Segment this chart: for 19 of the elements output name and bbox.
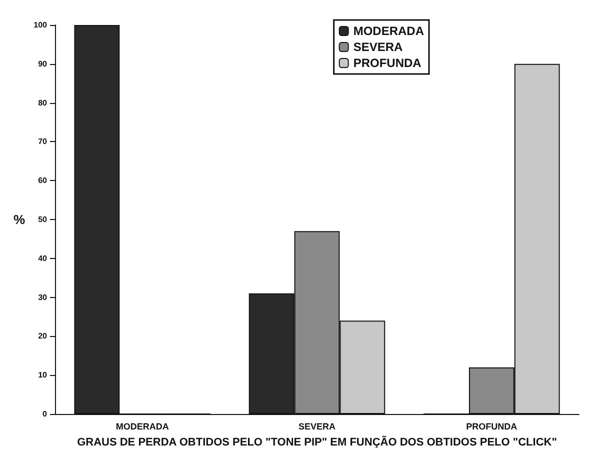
y-tick-label: 60 [38,176,48,186]
y-tick-label: 80 [38,98,48,108]
x-tick-label: SEVERA [298,422,336,432]
x-tick-label: PROFUNDA [466,422,518,432]
y-tick-label: 10 [38,370,48,380]
x-axis-title: GRAUS DE PERDA OBTIDOS PELO "TONE PIP" EM FUNÇÃO DOS OBTIDOS PELO "CLICK" [77,436,557,448]
legend-label: MODERADA [353,24,424,38]
legend-label: SEVERA [353,40,404,54]
y-axis-title: % [13,212,26,227]
legend-label: PROFUNDA [353,56,422,70]
y-tick-label: 100 [34,20,48,30]
y-tick-label: 70 [38,137,48,146]
y-tick-label: 20 [38,332,48,341]
y-tick-label: 30 [38,292,48,302]
y-tick-label: 90 [38,59,48,68]
x-tick-label: MODERADA [116,422,170,432]
y-tick-label: 50 [38,215,48,224]
y-tick-label: 40 [38,254,48,263]
y-tick-label: 0 [42,410,48,418]
